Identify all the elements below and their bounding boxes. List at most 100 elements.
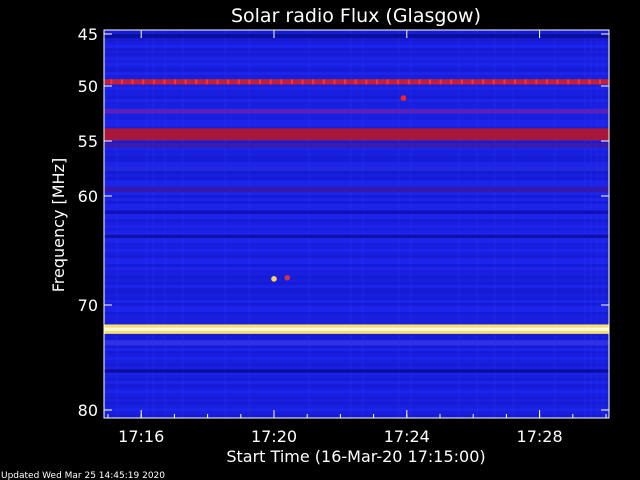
noise-column [182, 30, 184, 418]
noise-row [104, 387, 609, 390]
x-tick-label: 17:20 [251, 427, 297, 446]
noise-column [116, 30, 118, 418]
noise-column [104, 30, 106, 418]
interference-dot [237, 79, 240, 85]
noise-row [104, 282, 609, 285]
frequency-band [104, 166, 609, 171]
frequency-band [104, 340, 609, 346]
frequency-band [104, 369, 609, 373]
noise-row [104, 246, 609, 249]
radio-burst [400, 95, 407, 101]
interference-dot [450, 79, 453, 85]
noise-row [104, 360, 609, 363]
noise-row [104, 375, 609, 378]
y-tick-label: 80 [78, 401, 98, 420]
noise-row [104, 249, 609, 252]
interference-dot [142, 79, 145, 85]
noise-column [410, 30, 412, 418]
noise-row [104, 198, 609, 201]
y-tick-label: 55 [78, 132, 98, 151]
noise-row [104, 201, 609, 204]
noise-row [104, 147, 609, 150]
noise-row [104, 402, 609, 405]
noise-row [104, 96, 609, 99]
noise-row [104, 114, 609, 117]
noise-column [602, 30, 604, 418]
noise-row [104, 264, 609, 267]
frequency-band [104, 210, 609, 214]
noise-row [104, 336, 609, 339]
noise-row [104, 156, 609, 159]
interference-dot [110, 79, 113, 85]
interference-dot [301, 79, 304, 85]
interference-dot [216, 79, 219, 85]
plot-area [104, 30, 609, 418]
noise-row [104, 354, 609, 357]
noise-row [104, 357, 609, 360]
interference-dot [439, 79, 442, 85]
x-axis-label: Start Time (16-Mar-20 17:15:00) [226, 447, 485, 466]
noise-column [362, 30, 364, 418]
noise-row [104, 159, 609, 162]
noise-row [104, 345, 609, 348]
noise-row [104, 243, 609, 246]
noise-column [146, 30, 148, 418]
noise-row [104, 45, 609, 48]
noise-row [104, 372, 609, 375]
noise-column [308, 30, 310, 418]
noise-row [104, 228, 609, 231]
interference-dot [471, 79, 474, 85]
noise-row [104, 378, 609, 381]
noise-row [104, 162, 609, 165]
noise-row [104, 276, 609, 279]
noise-row [104, 300, 609, 303]
radio-bursts [271, 95, 407, 282]
frequency-bands [104, 34, 609, 373]
frequency-band [104, 109, 609, 114]
interference-dot [577, 79, 580, 85]
noise-column [152, 30, 154, 418]
noise-column [494, 30, 496, 418]
interference-dot [269, 79, 272, 85]
interference-dot [524, 79, 527, 85]
x-tick-label: 17:28 [517, 427, 563, 446]
noise-row [104, 105, 609, 108]
interference-dot [354, 79, 357, 85]
y-tick-label: 45 [78, 25, 98, 44]
interference-dot [312, 79, 315, 85]
noise-row [104, 297, 609, 300]
frequency-band [104, 128, 609, 141]
radio-burst [284, 274, 291, 281]
noise-row [104, 39, 609, 42]
noise-row [104, 261, 609, 264]
noise-row [104, 102, 609, 105]
y-tick-label: 70 [78, 296, 98, 315]
interference-dot [407, 79, 410, 85]
noise-row [104, 381, 609, 384]
noise-row [104, 120, 609, 123]
interference-dot [386, 79, 389, 85]
noise-row [104, 255, 609, 258]
noise-row [104, 267, 609, 270]
interference-dot [131, 79, 134, 85]
noise-row [104, 390, 609, 393]
spectrogram-texture [104, 30, 609, 418]
noise-column [590, 30, 592, 418]
noise-row [104, 87, 609, 90]
noise-row [104, 207, 609, 210]
noise-column [584, 30, 586, 418]
y-axis-ticks: 45 50 55 60 70 80 [78, 25, 609, 420]
noise-column [224, 30, 226, 418]
frequency-band [104, 186, 609, 193]
interference-dot [184, 79, 187, 85]
noise-row [104, 171, 609, 174]
interference-dot [259, 79, 262, 85]
noise-column [512, 30, 514, 418]
interference-dot [460, 79, 463, 85]
frequency-band [104, 234, 609, 238]
noise-row [104, 396, 609, 399]
noise-row [104, 399, 609, 402]
interference-dots [110, 79, 602, 85]
noise-row [104, 216, 609, 219]
x-tick-label: 17:16 [118, 427, 164, 446]
